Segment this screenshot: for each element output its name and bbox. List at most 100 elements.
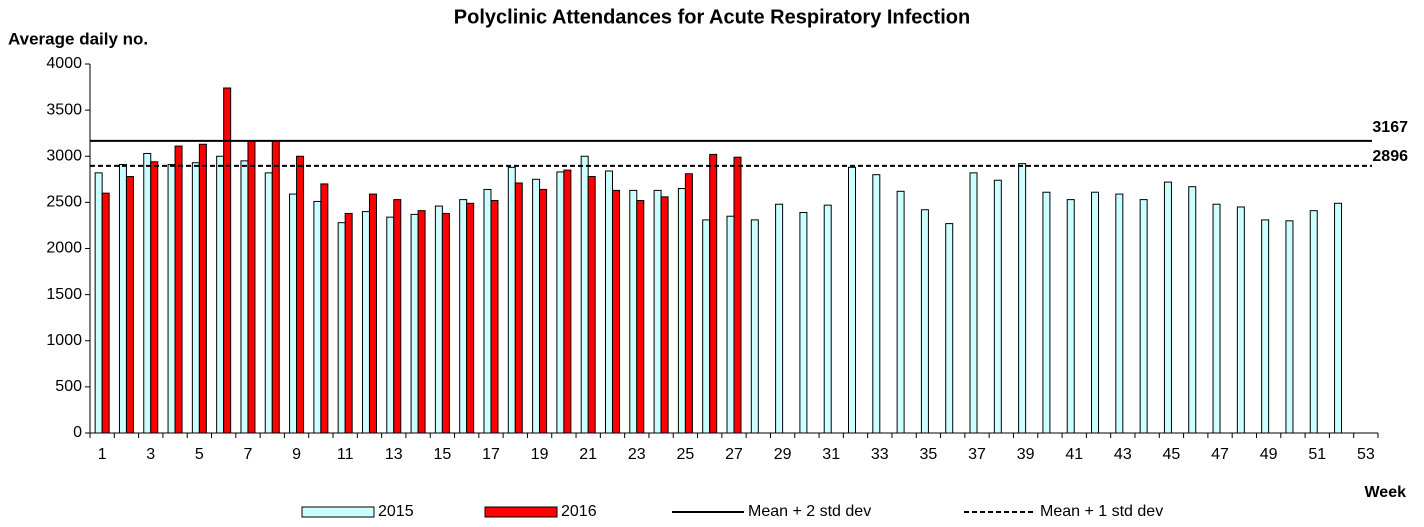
x-tick-label: 51 (1308, 446, 1326, 463)
x-tick-label: 25 (676, 446, 694, 463)
x-tick-label: 29 (774, 446, 792, 463)
bar (920, 209, 929, 434)
x-axis-label: Week (1364, 484, 1406, 501)
x-tick-label: 27 (725, 446, 743, 463)
bar (604, 170, 613, 434)
bar (490, 200, 499, 434)
bar (174, 145, 183, 434)
bar (580, 155, 589, 434)
bar (313, 200, 322, 434)
bar (361, 211, 370, 434)
bar (660, 196, 669, 434)
x-tick-label: 23 (628, 446, 646, 463)
bar (216, 155, 225, 434)
bar (587, 176, 596, 434)
bar (1261, 219, 1270, 434)
bar (296, 155, 305, 434)
bar (896, 190, 905, 434)
y-tick-label: 1000 (46, 332, 82, 349)
bar (94, 172, 103, 434)
x-tick-label: 13 (385, 446, 403, 463)
bar (726, 215, 735, 434)
bar (247, 140, 256, 434)
x-tick-label: 17 (482, 446, 500, 463)
bar (969, 172, 978, 434)
reference-label: 3167 (1372, 119, 1408, 136)
bar (563, 169, 572, 434)
bar (240, 160, 249, 434)
bar (733, 156, 742, 434)
bar (118, 164, 127, 434)
bar (289, 193, 298, 434)
x-tick-label: 31 (822, 446, 840, 463)
x-tick-label: 15 (433, 446, 451, 463)
bar (459, 199, 468, 434)
bar (677, 188, 686, 434)
x-tick-label: 11 (337, 446, 354, 463)
y-tick-label: 2500 (46, 194, 82, 211)
bar (150, 161, 159, 434)
bar (799, 212, 808, 434)
y-tick-label: 3500 (46, 101, 82, 118)
bar (1066, 199, 1075, 434)
legend-label: 2015 (378, 503, 414, 520)
bar (611, 189, 620, 434)
x-tick-label: 49 (1260, 446, 1278, 463)
bar (198, 143, 207, 434)
x-tick-label: 5 (195, 446, 204, 463)
bar (702, 219, 711, 434)
bar (848, 166, 857, 434)
bar (337, 222, 346, 434)
y-tick-label: 0 (73, 424, 82, 441)
x-tick-label: 47 (1211, 446, 1229, 463)
bar (653, 189, 662, 434)
legend-label: Mean + 2 std dev (748, 503, 871, 520)
bar (532, 178, 541, 434)
x-tick-label: 9 (292, 446, 301, 463)
bar (1091, 191, 1100, 434)
bar (320, 183, 329, 434)
x-tick-label: 39 (1017, 446, 1035, 463)
legend-label: Mean + 1 std dev (1040, 503, 1163, 520)
bar (823, 204, 832, 434)
x-tick-label: 43 (1114, 446, 1132, 463)
y-tick-label: 3000 (46, 147, 82, 164)
bar (483, 188, 492, 434)
x-tick-label: 21 (579, 446, 597, 463)
bar (167, 164, 176, 434)
bar (143, 152, 152, 434)
y-tick-label: 500 (55, 378, 82, 395)
bar (1139, 199, 1148, 434)
bar (191, 162, 200, 434)
bar (1018, 163, 1027, 434)
y-tick-label: 4000 (46, 55, 82, 72)
bar (684, 173, 693, 434)
bar (945, 223, 954, 434)
y-axis-label: Average daily no. (8, 29, 148, 48)
x-tick-label: 1 (98, 446, 107, 463)
x-tick-label: 7 (244, 446, 253, 463)
bar (434, 205, 443, 434)
x-tick-label: 41 (1065, 446, 1083, 463)
bar (507, 166, 516, 434)
bar (441, 212, 450, 434)
bar (1285, 220, 1294, 434)
x-tick-label: 35 (920, 446, 938, 463)
x-tick-label: 33 (871, 446, 889, 463)
legend-swatch (301, 506, 375, 518)
bar (344, 212, 353, 434)
bar (629, 189, 638, 434)
bar (993, 179, 1002, 434)
bar (1042, 191, 1051, 434)
legend-label: 2016 (561, 503, 597, 520)
bar (539, 188, 548, 434)
bar (514, 182, 523, 434)
bar (101, 192, 110, 434)
y-tick-label: 2000 (46, 240, 82, 257)
y-tick-label: 1500 (46, 286, 82, 303)
bar (775, 203, 784, 434)
chart-title: Polyclinic Attendances for Acute Respira… (454, 6, 970, 28)
bar (264, 172, 273, 434)
x-tick-label: 53 (1357, 446, 1375, 463)
